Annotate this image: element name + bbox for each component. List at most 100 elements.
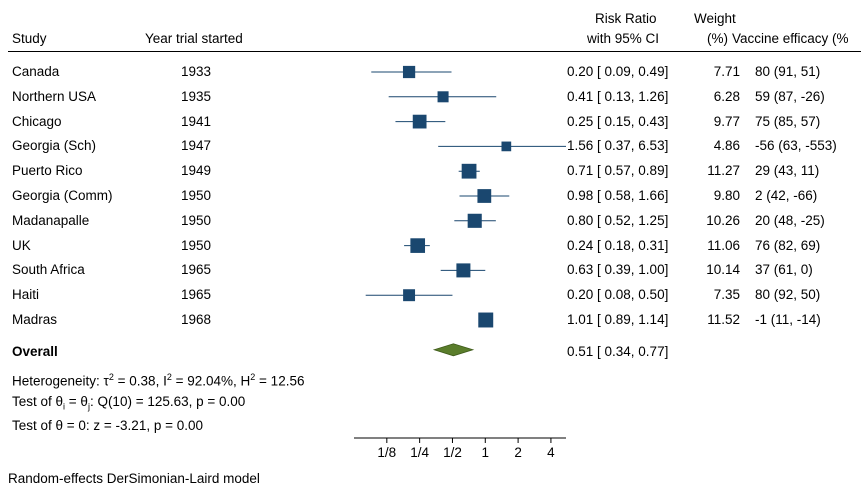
study-ci: 0.24 [ 0.18, 0.31] [567,237,669,253]
homog-prefix: Test of θ [12,394,64,409]
x-tick-label: 1 [482,445,490,460]
study-weight: 10.26 [706,212,740,228]
study-ci: 0.98 [ 0.58, 1.66] [567,188,669,203]
h-squared-exp: 2 [250,372,256,382]
study-efficacy: 20 (48, -25) [755,212,825,228]
study-efficacy: 37 (61, 0) [755,262,813,278]
study-name: Georgia (Sch) [12,138,97,154]
study-efficacy: 80 (91, 51) [755,64,821,79]
study-ci: 1.01 [ 0.89, 1.14] [567,312,669,327]
header-study: Study [12,31,47,46]
study-ci: 0.63 [ 0.39, 1.00] [567,262,669,278]
x-tick-label: 4 [547,445,555,460]
homog-sub-i: i [63,401,66,412]
effect-marker [477,189,492,203]
study-weight: 10.14 [706,262,740,278]
h-value: = 12.56 [255,373,305,389]
i-value: = 92.04%, H [171,373,251,389]
study-weight: 9.80 [713,188,740,203]
study-efficacy: 76 (82, 69) [755,237,821,253]
study-year: 1965 [180,287,212,303]
study-ci: 0.71 [ 0.57, 0.89] [567,163,669,179]
x-tick-label: 1/2 [443,445,462,460]
study-name: Madanapalle [12,212,90,228]
study-weight: 11.52 [707,312,740,327]
header-vaccine-efficacy: Vaccine efficacy (% [732,31,849,46]
study-efficacy: -56 (63, -553) [755,138,837,154]
study-weight: 4.86 [713,138,740,154]
effect-marker [412,114,427,129]
x-tick-label: 1/4 [410,445,429,460]
overall-ci: 0.51 [ 0.34, 0.77] [567,344,669,359]
tau-squared-exp: 2 [108,372,114,382]
study-year: 1968 [180,312,212,327]
study-year: 1950 [180,237,212,253]
model-footnote: Random-effects DerSimonian-Laird model [8,471,260,486]
study-name: Chicago [12,113,62,129]
homog-mid: = θ [65,394,88,409]
effect-marker [478,312,494,328]
x-tick-label: 2 [514,445,522,460]
study-weight: 11.27 [707,163,740,179]
study-name: Madras [12,312,58,327]
study-year: 1947 [180,138,212,154]
study-efficacy: 59 (87, -26) [755,88,825,104]
study-ci: 0.80 [ 0.52, 1.25] [567,212,669,228]
study-year: 1941 [180,113,212,129]
header-weight-unit: (%) [707,31,728,46]
study-weight: 7.35 [713,287,740,303]
effect-marker [402,65,416,79]
study-year: 1933 [180,64,212,79]
heterogeneity-prefix: Heterogeneity: τ [12,373,109,389]
study-name: South Africa [12,262,85,278]
header-rule [8,51,861,52]
study-name: UK [12,237,31,253]
study-year: 1949 [180,163,212,179]
study-efficacy: 29 (43, 11) [755,163,820,179]
overall-label: Overall [12,344,58,359]
study-ci: 0.20 [ 0.09, 0.49] [567,64,669,79]
study-year: 1965 [180,262,212,278]
heterogeneity-stats: Heterogeneity: τ2 = 0.38, I2 = 92.04%, H… [12,369,304,390]
study-ci: 0.41 [ 0.13, 1.26] [567,88,669,104]
header-year: Year trial started [145,31,243,46]
effect-marker [501,141,512,152]
study-weight: 11.06 [707,237,740,253]
i-squared-exp: 2 [166,372,172,382]
tau-value: = 0.38, I [113,373,167,389]
test-homogeneity: Test of θi = θj: Q(10) = 125.63, p = 0.0… [12,394,245,415]
study-year: 1950 [180,212,212,228]
study-efficacy: 2 (42, -66) [755,188,818,203]
study-ci: 0.25 [ 0.15, 0.43] [567,113,669,129]
study-ci: 0.20 [ 0.08, 0.50] [567,287,669,303]
test-theta: Test of θ = 0: z = -3.21, p = 0.00 [12,418,203,433]
header-weight: Weight [694,11,736,26]
overall-diamond [432,343,475,357]
study-name: Canada [12,64,60,79]
header-risk-ratio: Risk Ratio [595,11,657,26]
homog-sub-j: j [87,401,90,412]
study-year: 1935 [180,88,212,104]
study-weight: 9.77 [713,113,740,129]
study-name: Northern USA [12,88,97,104]
study-efficacy: 75 (85, 57) [755,113,821,129]
effect-marker [437,91,449,103]
study-ci: 1.56 [ 0.37, 6.53] [567,138,669,154]
effect-marker [467,213,482,228]
effect-marker [456,263,471,278]
effect-marker [403,289,416,302]
study-name: Haiti [12,287,40,303]
study-efficacy: 80 (92, 50) [755,287,821,303]
study-weight: 7.71 [713,64,740,79]
study-efficacy: -1 (11, -14) [755,312,821,327]
effect-marker [410,238,426,253]
x-tick-label: 1/8 [377,445,396,460]
study-weight: 6.28 [713,88,740,104]
header-ci: with 95% CI [587,31,660,46]
homog-rest: : Q(10) = 125.63, p = 0.00 [89,394,246,409]
effect-marker [461,163,477,179]
study-name: Puerto Rico [12,163,83,179]
study-name: Georgia (Comm) [12,188,113,203]
study-year: 1950 [180,188,212,203]
